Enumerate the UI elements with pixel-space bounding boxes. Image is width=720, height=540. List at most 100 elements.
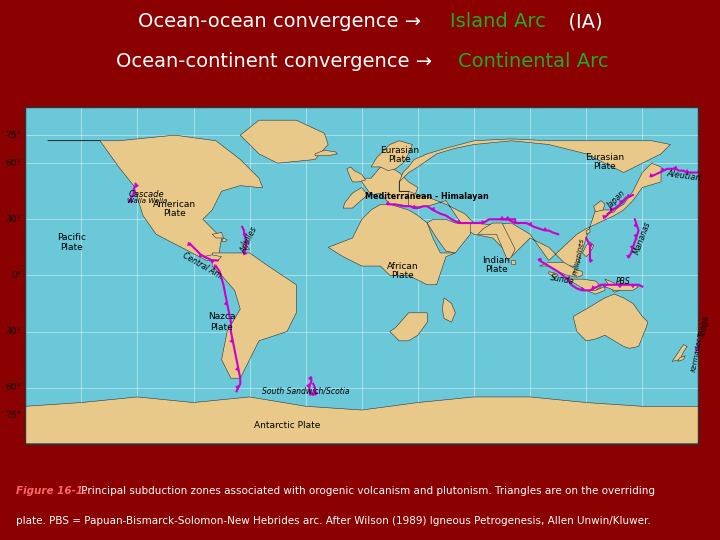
Polygon shape [427, 219, 470, 253]
Polygon shape [213, 264, 217, 268]
Text: 60°: 60° [6, 383, 22, 392]
Polygon shape [308, 376, 311, 381]
Polygon shape [135, 184, 139, 188]
Polygon shape [634, 223, 637, 227]
Polygon shape [212, 253, 297, 378]
Polygon shape [627, 194, 631, 198]
Polygon shape [188, 242, 192, 246]
Polygon shape [513, 220, 518, 223]
Polygon shape [701, 318, 704, 322]
Text: South Sandwich/Scotia: South Sandwich/Scotia [262, 387, 349, 396]
Polygon shape [586, 228, 590, 234]
Polygon shape [662, 168, 665, 172]
Polygon shape [500, 216, 504, 219]
Polygon shape [315, 150, 338, 156]
Polygon shape [482, 220, 485, 224]
Text: (IA): (IA) [556, 12, 603, 31]
Text: African: African [387, 261, 419, 271]
Polygon shape [505, 216, 510, 219]
Text: Plate: Plate [392, 271, 414, 280]
Text: Plate: Plate [593, 163, 616, 171]
Polygon shape [224, 301, 228, 306]
Polygon shape [347, 167, 366, 182]
Polygon shape [230, 339, 233, 343]
Polygon shape [573, 294, 648, 348]
Polygon shape [697, 170, 701, 173]
Polygon shape [567, 279, 601, 291]
Polygon shape [362, 167, 418, 206]
Polygon shape [605, 283, 639, 291]
Polygon shape [634, 234, 637, 238]
Polygon shape [315, 391, 318, 395]
Text: plate. PBS = Papuan-Bismarck-Solomon-New Hebrides arc. After Wilson (1989) Igneo: plate. PBS = Papuan-Bismarck-Solomon-New… [16, 516, 651, 526]
Text: Plate: Plate [210, 323, 233, 332]
Polygon shape [603, 215, 606, 219]
Polygon shape [698, 335, 701, 339]
Text: Marianas: Marianas [632, 220, 652, 256]
Text: Aleutian: Aleutian [666, 170, 701, 183]
Polygon shape [586, 287, 605, 294]
Text: Cascade: Cascade [129, 191, 165, 199]
Polygon shape [705, 301, 708, 306]
Polygon shape [549, 272, 558, 277]
Text: Island Arc: Island Arc [450, 12, 546, 31]
Polygon shape [594, 200, 605, 212]
Polygon shape [592, 286, 595, 289]
Polygon shape [129, 199, 132, 202]
Polygon shape [210, 260, 215, 264]
Text: Eurasian: Eurasian [585, 153, 624, 162]
Polygon shape [235, 386, 239, 389]
Polygon shape [240, 120, 328, 163]
Polygon shape [685, 170, 689, 173]
Text: Walla Walla: Walla Walla [127, 198, 167, 204]
Polygon shape [673, 166, 678, 170]
Polygon shape [543, 227, 547, 231]
Polygon shape [371, 141, 413, 171]
Polygon shape [48, 135, 263, 260]
Polygon shape [25, 397, 698, 444]
Text: Antarctic Plate: Antarctic Plate [254, 421, 320, 429]
Text: Indian: Indian [482, 256, 510, 265]
Polygon shape [511, 260, 515, 264]
Polygon shape [386, 201, 390, 204]
Text: Pacific: Pacific [58, 233, 86, 242]
Text: Tonga: Tonga [698, 314, 711, 338]
Polygon shape [235, 367, 239, 371]
Polygon shape [222, 238, 228, 242]
Text: Plate: Plate [485, 265, 508, 274]
Text: 30°: 30° [6, 327, 22, 336]
Polygon shape [580, 287, 585, 291]
Text: Principal subduction zones associated with orogenic volcanism and plutonism. Tri: Principal subduction zones associated wi… [78, 487, 654, 496]
Text: Plate: Plate [388, 155, 410, 164]
Polygon shape [212, 232, 223, 238]
Text: 30°: 30° [6, 215, 22, 224]
Polygon shape [582, 242, 594, 256]
Text: Kermadec: Kermadec [690, 336, 703, 372]
Polygon shape [309, 392, 313, 395]
Polygon shape [246, 240, 249, 244]
Text: 75°: 75° [6, 411, 22, 420]
Polygon shape [456, 220, 462, 223]
Polygon shape [708, 171, 713, 174]
Text: Ocean-continent convergence →: Ocean-continent convergence → [116, 52, 438, 71]
Text: Figure 16-1.: Figure 16-1. [16, 487, 87, 496]
Text: Plate: Plate [60, 243, 84, 252]
Text: 60°: 60° [6, 159, 22, 168]
Polygon shape [412, 205, 416, 208]
Text: Eurasian: Eurasian [379, 146, 419, 154]
Polygon shape [240, 242, 250, 249]
Polygon shape [390, 313, 427, 341]
Polygon shape [203, 255, 222, 260]
Polygon shape [619, 200, 624, 204]
Text: PBS: PBS [616, 276, 631, 286]
Text: 0°: 0° [12, 271, 22, 280]
Polygon shape [244, 232, 247, 237]
Polygon shape [539, 262, 582, 277]
Text: Antilles: Antilles [240, 225, 260, 254]
Polygon shape [605, 197, 627, 218]
Polygon shape [590, 258, 593, 262]
Polygon shape [672, 345, 687, 361]
Polygon shape [605, 279, 620, 292]
Polygon shape [618, 285, 622, 288]
Polygon shape [328, 204, 455, 285]
